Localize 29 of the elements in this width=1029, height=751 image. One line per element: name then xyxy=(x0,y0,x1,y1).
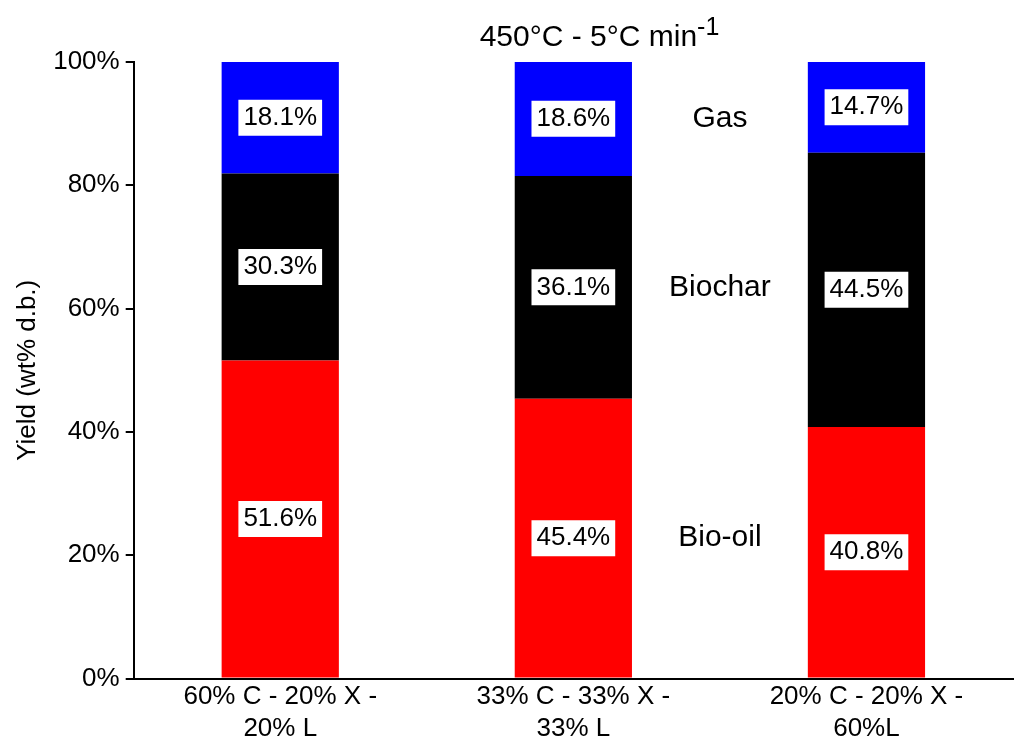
x-tick-label: 33% C - 33% X - 33% L xyxy=(476,680,671,742)
bar xyxy=(807,427,926,678)
y-tick-label: 60% xyxy=(67,291,120,322)
bar xyxy=(514,398,632,678)
series-label: Bio-oil xyxy=(678,519,762,553)
bar xyxy=(221,360,339,678)
chart-title: 450°C - 5°C min$^{-1}$ xyxy=(479,12,720,52)
bar xyxy=(807,152,926,428)
data-label: 44.5% xyxy=(829,273,904,304)
bar xyxy=(221,173,339,361)
y-tick-label: 20% xyxy=(67,538,120,569)
data-label: 18.1% xyxy=(243,100,318,131)
data-label: 18.6% xyxy=(536,101,611,132)
data-label: 45.4% xyxy=(536,521,611,552)
data-label: 30.3% xyxy=(243,250,318,281)
y-tick-label: 100% xyxy=(53,45,120,76)
x-tick-label: 20% C - 20% X - 60%L xyxy=(769,680,964,742)
y-tick-label: 80% xyxy=(67,168,120,199)
data-label: 40.8% xyxy=(829,535,904,566)
data-label: 51.6% xyxy=(243,502,318,533)
text: Gas xyxy=(692,99,748,133)
bar xyxy=(514,176,632,399)
data-label: 36.1% xyxy=(536,270,611,301)
y-axis-title: Yield (wt% d.b.) xyxy=(10,279,41,461)
data-label: 14.7% xyxy=(829,90,904,121)
y-tick-label: 0% xyxy=(82,661,120,692)
series-label: Biochar xyxy=(669,268,771,302)
y-tick-label: 40% xyxy=(67,415,120,446)
x-tick-label: 60% C - 20% X - 20% L xyxy=(183,680,378,742)
